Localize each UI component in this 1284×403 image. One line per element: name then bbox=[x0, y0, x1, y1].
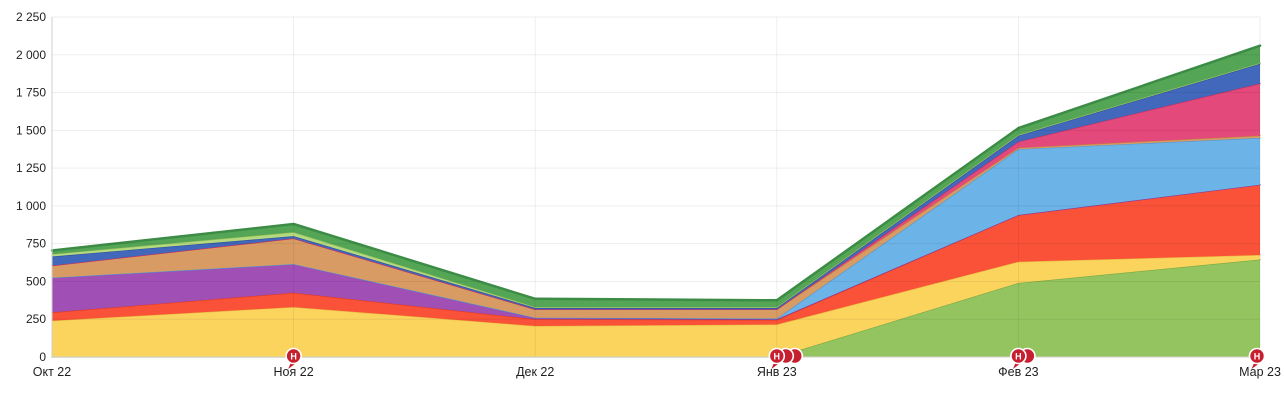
area-sky-blue bbox=[52, 137, 1260, 320]
area-red-orange bbox=[52, 184, 1260, 326]
area-stroke-green bbox=[50, 44, 1262, 302]
area-tan bbox=[52, 135, 1260, 319]
y-tick-label: 1 250 bbox=[16, 161, 46, 175]
event-marker-letter: Н bbox=[290, 352, 297, 362]
y-tick-label: 2 000 bbox=[16, 48, 46, 62]
y-tick-label: 1 500 bbox=[16, 123, 46, 137]
y-tick-label: 750 bbox=[26, 237, 46, 251]
y-tick-label: 250 bbox=[26, 312, 46, 326]
y-tick-label: 500 bbox=[26, 274, 46, 288]
y-tick-label: 0 bbox=[39, 350, 46, 364]
area-purple bbox=[52, 184, 1260, 320]
event-marker-letter: Н bbox=[774, 352, 781, 362]
y-tick-label: 1 750 bbox=[16, 86, 46, 100]
x-axis-label-4: Фев 23 bbox=[998, 365, 1039, 379]
event-marker-letter: Н bbox=[1254, 352, 1261, 362]
event-marker[interactable] bbox=[285, 347, 302, 365]
event-marker[interactable] bbox=[1010, 347, 1027, 365]
event-marker[interactable] bbox=[768, 347, 786, 365]
x-axis-label-2: Дек 22 bbox=[516, 365, 554, 379]
event-marker[interactable] bbox=[1248, 347, 1266, 365]
x-axis-label-1: Ноя 22 bbox=[274, 365, 314, 379]
event-marker-letter: Н bbox=[1015, 352, 1022, 362]
y-tick-label: 1 000 bbox=[16, 199, 46, 213]
x-axis-label-5: Мар 23 bbox=[1239, 365, 1281, 379]
y-tick-label: 2 250 bbox=[16, 10, 46, 24]
area-light-green bbox=[52, 259, 1260, 357]
x-axis-label-3: Янв 23 bbox=[757, 365, 797, 379]
area-yellow bbox=[52, 255, 1260, 357]
x-axis-label-0: Окт 22 bbox=[33, 365, 71, 379]
